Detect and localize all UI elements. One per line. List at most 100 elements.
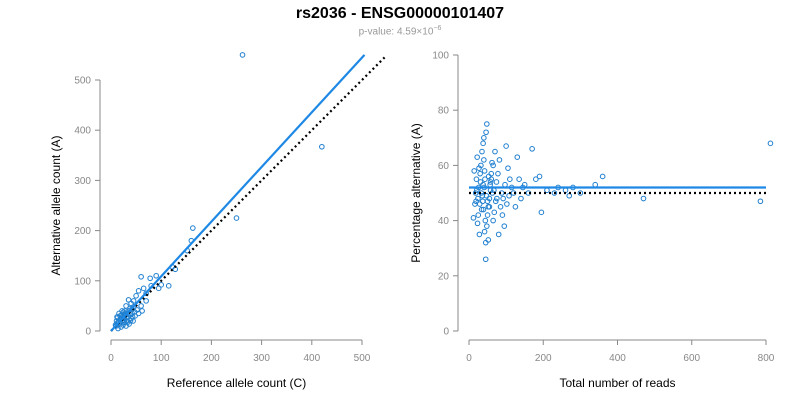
chart-subtitle: p-value: 4.59×10−6 <box>0 25 800 37</box>
data-point <box>490 217 496 224</box>
data-point <box>147 275 153 282</box>
data-point <box>562 187 569 194</box>
data-point <box>566 192 573 199</box>
data-point <box>477 179 484 185</box>
data-point <box>479 148 485 155</box>
data-point <box>474 154 480 160</box>
x-tick-label: 500 <box>354 353 371 364</box>
data-point <box>153 272 159 279</box>
y-tick-label: 0 <box>443 327 449 338</box>
x-tick-label: 300 <box>253 353 270 364</box>
data-point <box>477 170 483 177</box>
data-point <box>757 198 764 205</box>
data-point <box>138 303 144 309</box>
data-point <box>487 179 494 185</box>
y-tick-label: 80 <box>438 106 450 117</box>
data-point <box>114 315 121 321</box>
data-point <box>502 181 508 188</box>
data-point <box>476 165 482 171</box>
data-point <box>640 195 647 202</box>
x-tick-label: 100 <box>153 353 170 364</box>
data-point <box>478 190 485 196</box>
data-point <box>123 303 129 309</box>
data-point <box>158 282 164 288</box>
data-point <box>516 176 522 182</box>
data-point <box>239 52 246 58</box>
data-point <box>481 135 487 141</box>
data-point <box>482 217 489 224</box>
data-point <box>485 204 492 210</box>
data-point <box>495 170 501 177</box>
pvalue-prefix: p-value: <box>358 26 397 38</box>
y-tick-label: 0 <box>85 327 91 338</box>
data-point <box>135 288 142 294</box>
data-point <box>476 231 483 238</box>
x-tick-label: 800 <box>758 353 775 364</box>
data-point <box>503 143 509 149</box>
data-point <box>478 206 485 213</box>
data-point <box>485 173 492 180</box>
data-point <box>484 223 490 229</box>
y-tick-label: 200 <box>74 226 91 237</box>
fit-line <box>110 54 366 332</box>
data-point <box>518 195 524 202</box>
data-point <box>514 154 521 160</box>
data-point <box>491 209 498 216</box>
data-point <box>474 220 481 227</box>
y-tick-label: 300 <box>74 176 91 187</box>
y-axis-title: Alternative allele count (A) <box>49 135 63 275</box>
data-point <box>129 314 136 320</box>
data-point <box>767 140 774 147</box>
data-point <box>494 195 500 202</box>
x-axis-title: Total number of reads <box>559 376 675 390</box>
data-point <box>481 228 488 235</box>
y-tick-label: 60 <box>438 161 450 172</box>
data-point <box>490 162 496 169</box>
data-point <box>536 173 543 180</box>
data-point <box>483 192 490 199</box>
x-tick-label: 600 <box>683 353 700 364</box>
pvalue-exponent: −6 <box>433 25 442 32</box>
data-point <box>482 256 489 263</box>
x-tick-label: 400 <box>303 353 320 364</box>
data-point <box>506 192 512 199</box>
data-point <box>118 324 124 330</box>
y-tick-label: 100 <box>74 276 91 287</box>
y-tick-label: 100 <box>432 51 449 62</box>
data-point <box>483 129 489 136</box>
data-point <box>233 215 240 221</box>
data-point <box>133 293 139 299</box>
data-point <box>592 181 599 188</box>
data-point <box>492 198 499 205</box>
x-tick-label: 0 <box>466 353 472 364</box>
panel-percentage-alternative: 0 200 400 600 800 0 20 40 60 80 100 Total number of… <box>409 51 775 391</box>
data-point <box>138 273 144 280</box>
data-point <box>481 157 487 163</box>
data-point <box>533 176 539 182</box>
x-tick-label: 0 <box>108 353 114 364</box>
x-tick-label: 200 <box>535 353 552 364</box>
data-point <box>139 308 145 314</box>
data-point <box>599 173 606 180</box>
data-point <box>125 297 132 303</box>
data-point <box>496 157 503 163</box>
reference-line <box>110 56 386 332</box>
data-point <box>121 319 128 326</box>
chart-title: rs2036 - ENSG00000101407 <box>295 5 505 22</box>
data-point <box>485 237 492 243</box>
data-point <box>475 212 482 218</box>
data-point <box>484 121 490 127</box>
data-point <box>489 159 495 166</box>
data-point <box>497 204 504 210</box>
data-point <box>481 168 488 174</box>
data-point <box>190 225 196 231</box>
y-tick-label: 400 <box>74 126 91 137</box>
data-point <box>480 140 486 147</box>
data-point <box>165 283 172 289</box>
data-point <box>500 195 506 202</box>
data-point <box>551 190 558 196</box>
data-point <box>505 165 511 171</box>
data-point <box>479 192 486 199</box>
y-tick-label: 500 <box>74 76 91 87</box>
